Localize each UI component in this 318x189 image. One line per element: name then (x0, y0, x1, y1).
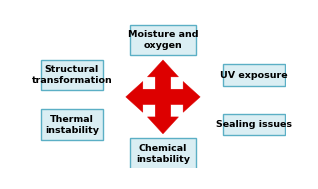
Polygon shape (126, 60, 200, 134)
Text: Structural
transformation: Structural transformation (31, 65, 112, 85)
FancyBboxPatch shape (41, 109, 103, 140)
FancyBboxPatch shape (223, 114, 285, 136)
Text: Chemical
instability: Chemical instability (136, 144, 190, 164)
FancyBboxPatch shape (130, 138, 196, 169)
Text: Thermal
instability: Thermal instability (45, 115, 99, 135)
FancyBboxPatch shape (130, 25, 196, 55)
Text: UV exposure: UV exposure (220, 70, 288, 80)
Text: Sealing issues: Sealing issues (216, 120, 292, 129)
FancyBboxPatch shape (223, 64, 285, 86)
Text: Moisture and
oxygen: Moisture and oxygen (128, 30, 198, 50)
FancyBboxPatch shape (41, 60, 103, 90)
